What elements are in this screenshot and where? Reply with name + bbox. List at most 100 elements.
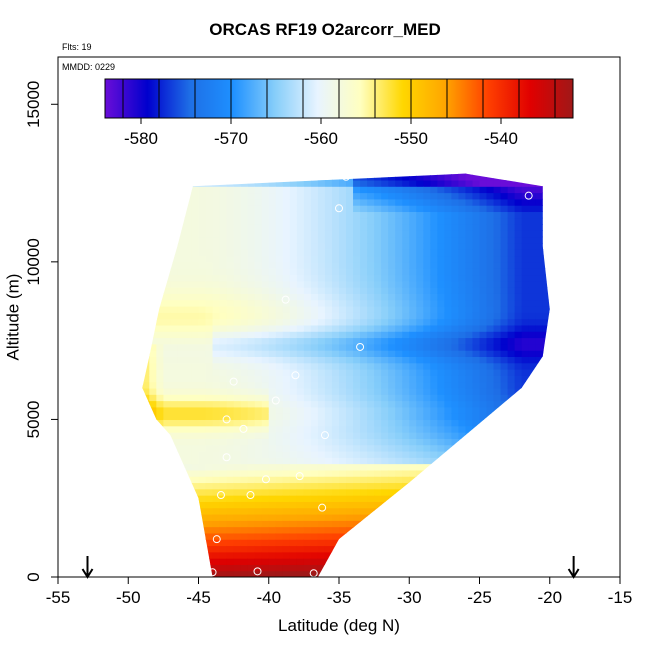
heatmap-cell [233,532,242,540]
heatmap-cell [339,293,347,301]
heatmap-cell [339,261,347,269]
heatmap-cell [521,419,530,427]
heatmap-cell [142,224,150,231]
heatmap-cell [507,444,516,452]
heatmap-cell [289,287,298,294]
heatmap-cell [353,224,361,231]
heatmap-cell [514,369,523,376]
heatmap-cell [331,274,340,282]
heatmap-cell [240,476,249,484]
heatmap-cell [493,173,502,181]
heatmap-cell [156,186,164,194]
heatmap-cell [310,293,319,301]
heatmap-cell [409,413,417,421]
heatmap-cell [275,551,284,559]
heatmap-cell [247,362,256,370]
heatmap-cell [472,394,481,402]
heatmap-cell [163,387,172,395]
heatmap-cell [268,192,277,200]
heatmap-cell [535,293,544,301]
heatmap-cell [212,356,221,364]
heatmap-cell [521,463,530,471]
heatmap-cell [184,438,193,446]
heatmap-cell [353,261,361,269]
heatmap-cell [458,261,467,269]
heatmap-cell [149,482,157,490]
heatmap-cell [170,287,179,294]
heatmap-cell [163,331,172,339]
heatmap-cell [451,545,460,553]
x-tick-label: -15 [608,588,633,607]
heatmap-cell [170,299,179,307]
heatmap-cell [521,406,530,414]
heatmap-cell [528,343,537,351]
heatmap-cell [416,507,424,515]
heatmap-cell [374,476,382,484]
observation-point [208,568,217,577]
heatmap-cell [500,413,509,421]
heatmap-cell [472,312,481,320]
heatmap-cell [423,224,431,231]
heatmap-cell [268,362,277,370]
heatmap-cell [465,419,474,427]
heatmap-cell [226,375,235,383]
heatmap-cell [472,324,481,332]
heatmap-cell [381,324,389,332]
heatmap-cell [514,337,523,345]
heatmap-cell [353,413,361,421]
heatmap-cell [184,564,193,572]
heatmap-cell [275,450,284,458]
heatmap-cell [535,198,544,206]
heatmap-cell [170,507,179,515]
heatmap-cell [226,324,235,332]
heatmap-cell [177,545,186,553]
heatmap-cell [451,564,460,572]
heatmap-cell [233,526,242,534]
heatmap-cell [528,287,537,294]
heatmap-cell [458,173,467,175]
heatmap-cell [324,438,333,446]
heatmap-cell [472,425,481,433]
heatmap-cell [339,438,347,446]
heatmap-cell [303,224,312,231]
heatmap-cell [458,211,467,219]
heatmap-cell [324,268,333,276]
heatmap-cell [149,495,157,502]
heatmap-cell [219,369,228,376]
heatmap-cell [296,482,305,490]
heatmap-cell [261,173,270,175]
heatmap-cell [268,570,277,577]
heatmap-cell [549,564,550,572]
heatmap-cell [486,425,495,433]
heatmap-cell [310,394,319,402]
heatmap-cell [416,406,424,414]
heatmap-cell [409,173,417,175]
heatmap-cell [402,312,410,320]
heatmap-cell [254,236,263,244]
heatmap-cell [437,274,445,282]
heatmap-cell [542,293,550,301]
heatmap-cell [247,318,256,326]
heatmap-cell [149,513,157,521]
heatmap-cell [282,331,291,339]
heatmap-cell [381,337,389,345]
heatmap-cell [156,293,164,301]
heatmap-cell [191,324,200,332]
heatmap-cell [205,488,214,496]
heatmap-cell [163,564,172,572]
heatmap-cell [289,230,298,238]
heatmap-cell [324,413,333,421]
heatmap-cell [528,280,537,288]
heatmap-cell [149,236,157,244]
heatmap-cell [416,369,424,376]
heatmap-cell [149,425,157,433]
heatmap-cell [254,261,263,269]
heatmap-cell [514,211,523,219]
heatmap-cell [353,387,361,395]
heatmap-cell [163,217,172,225]
heatmap-cell [142,482,143,490]
heatmap-cell [184,457,193,465]
heatmap-cell [465,482,474,490]
heatmap-cell [268,369,277,376]
heatmap-cell [430,394,438,402]
